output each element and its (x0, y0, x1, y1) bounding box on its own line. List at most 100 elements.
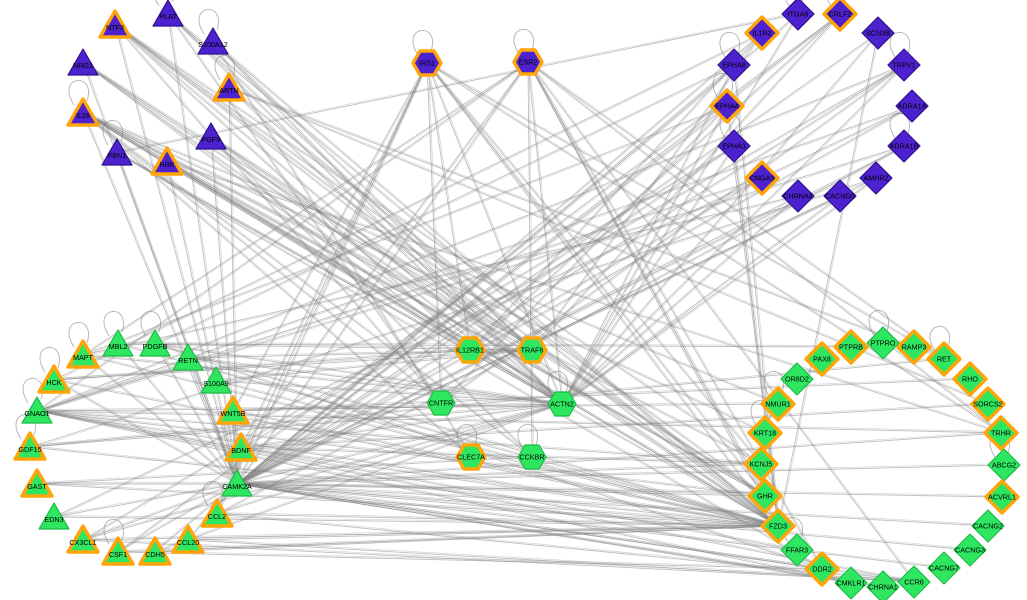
node-CRLF2[interactable]: CRLF2 (822, 0, 858, 32)
edge-CX3CL1-CAMK2A (82, 483, 238, 541)
edge-CX3CL1-ACTN2 (82, 403, 563, 541)
diamond-icon (781, 0, 815, 31)
diamond-icon (866, 326, 900, 360)
edge-ESR2-MAPT (82, 61, 529, 356)
edge-CAMK2A-CACNG7-b (237, 482, 945, 567)
diamond-icon (970, 386, 1006, 422)
diamond-icon (897, 565, 931, 599)
node-SORCS2[interactable]: SORCS2 (970, 386, 1006, 422)
edge-FGF9-GHR (210, 136, 766, 497)
edge-CCL2-ACTN2 (216, 403, 563, 515)
triangle-icon (197, 27, 229, 55)
hexagon-icon (517, 444, 547, 470)
edge-MBL2-CAMK2A-b (118, 342, 239, 484)
edge-CHRNA4-ACTN2 (561, 195, 799, 405)
edge-IL26-NMUR1 (82, 112, 779, 405)
edge-MBL2-FZD3 (117, 343, 779, 527)
edge-IRS1-RET-b (427, 61, 945, 359)
node-CHRNA1[interactable]: CHRNA1 (866, 570, 900, 600)
edge-EPHA4-MAPT-b (83, 106, 728, 357)
edge-ESR2-CCR6 (527, 61, 915, 583)
node-PTPRB[interactable]: PTPRB (833, 329, 869, 365)
node-SCN3B[interactable]: SCN3B (861, 16, 895, 50)
node-NRG1[interactable]: NRG1 (67, 48, 99, 76)
edge-PDGFB-CAMK2A (154, 343, 238, 485)
edge-IRS1-CAMK2A-b (237, 63, 429, 485)
triangle-icon (20, 468, 54, 498)
edge-CAMK2A-ACVRL1-b (237, 482, 1003, 496)
node-CACNG5[interactable]: CACNG5 (823, 179, 857, 213)
diamond-icon (859, 161, 893, 195)
edge-IL26-KRT18-b (83, 111, 766, 433)
edge-CHRNA4-ACTN2-b (562, 196, 800, 406)
edge-CNGA3-CAMK2A-b (237, 178, 763, 486)
edge-HRK-CAMK2A-b (168, 161, 239, 484)
edge-IL26-KRT18 (82, 112, 766, 434)
node-CLEC7A[interactable]: CLEC7A (455, 443, 487, 471)
self-loop-GDF15 (15, 413, 37, 440)
edge-CHRNA4-MAPT (82, 195, 799, 356)
edge-CAMK2A-ACTN2 (236, 403, 563, 485)
self-loop-ESR2 (513, 28, 535, 55)
self-loop-CCKBR (517, 423, 539, 450)
edge-IRS1-GHR (426, 62, 766, 497)
edge-ESR2-CAMK2A-b (237, 62, 530, 485)
edge-CAMK2A-ABCG2 (236, 464, 1005, 485)
edge-ESR2-CCKBR (527, 61, 533, 458)
diamond-icon (747, 478, 783, 514)
edge-CX3CL1-CAMK2A-b (82, 482, 237, 540)
node-CNGA3[interactable]: CNGA3 (744, 160, 780, 196)
node-CACNG7[interactable]: CACNG7 (927, 551, 961, 585)
edge-GNAO1-CCR6 (36, 410, 915, 583)
edge-NTF3-IL12RB1-b (115, 23, 472, 350)
edge-S100A12-FZD3 (212, 41, 779, 527)
node-OR8D2[interactable]: OR8D2 (780, 362, 814, 396)
edge-IRS1-FZD3-b (427, 61, 780, 526)
edge-ARTN-RET-b (229, 86, 945, 359)
diamond-icon (896, 329, 932, 365)
self-loop-EPHA4 (712, 72, 734, 99)
triangle-icon (37, 364, 71, 394)
edge-HRK-TRHR-b (167, 160, 1002, 433)
edge-NTF3-ACTN2-b (115, 23, 564, 404)
edge-HRK-GHR (166, 161, 766, 497)
node-ADRA1A[interactable]: ADRA1A (895, 89, 929, 123)
edge-ARTN-FZD3 (228, 87, 779, 527)
edge-CCL2-FZD3-b (217, 512, 779, 525)
node-TRAF6[interactable]: TRAF6 (516, 336, 548, 364)
edge-RETN-ACTN2-b (188, 356, 563, 403)
edge-FGF9-FZD3-b (211, 135, 779, 526)
triangle-icon (172, 343, 204, 371)
edge-FBN1-FZD3-b (117, 151, 779, 526)
edge-CAMK2A-TRHR-b (236, 431, 1001, 483)
edge-NTF3-GHR-b (115, 23, 767, 496)
self-loop-NMUR1 (763, 370, 785, 397)
node-ESR2[interactable]: ESR2 (512, 48, 544, 76)
triangle-icon (195, 122, 227, 150)
edge-CACNG5-ACTN2-b (562, 196, 842, 406)
edge-IRS1-RET (426, 62, 945, 360)
edge-EPHA3-CAMK2A-b (237, 146, 735, 486)
edge-BDNF-ACTN2-b (240, 402, 562, 447)
node-ACVRL1[interactable]: ACVRL1 (984, 479, 1020, 515)
self-loop-ARTN (214, 54, 236, 81)
edge-WNT5B-FZD3-b (233, 409, 779, 525)
node-NTF3[interactable]: NTF3 (98, 9, 132, 39)
edge-TRPV1-ACTN2 (561, 64, 905, 405)
edge-CAMK2A-CACNG2-b (237, 482, 989, 525)
triangle-icon (139, 329, 171, 357)
edge-PLAT-FZD3 (167, 13, 779, 527)
node-CACNG3[interactable]: CACNG3 (953, 533, 987, 567)
edge-NTF3-GHR (114, 24, 766, 497)
node-CACNG2[interactable]: CACNG2 (971, 509, 1005, 543)
self-loop-layer (15, 0, 1011, 545)
triangle-icon (101, 138, 133, 166)
node-IRS1[interactable]: IRS1 (411, 49, 443, 77)
edge-PDGFB-PTPRB-b (155, 342, 852, 346)
edge-AMHR2-ACTN2-b (562, 178, 878, 406)
edge-CNGA3-CAMK2A (236, 177, 763, 485)
node-IL12RB1[interactable]: IL12RB1 (454, 336, 486, 364)
node-CCR6[interactable]: CCR6 (897, 565, 931, 599)
